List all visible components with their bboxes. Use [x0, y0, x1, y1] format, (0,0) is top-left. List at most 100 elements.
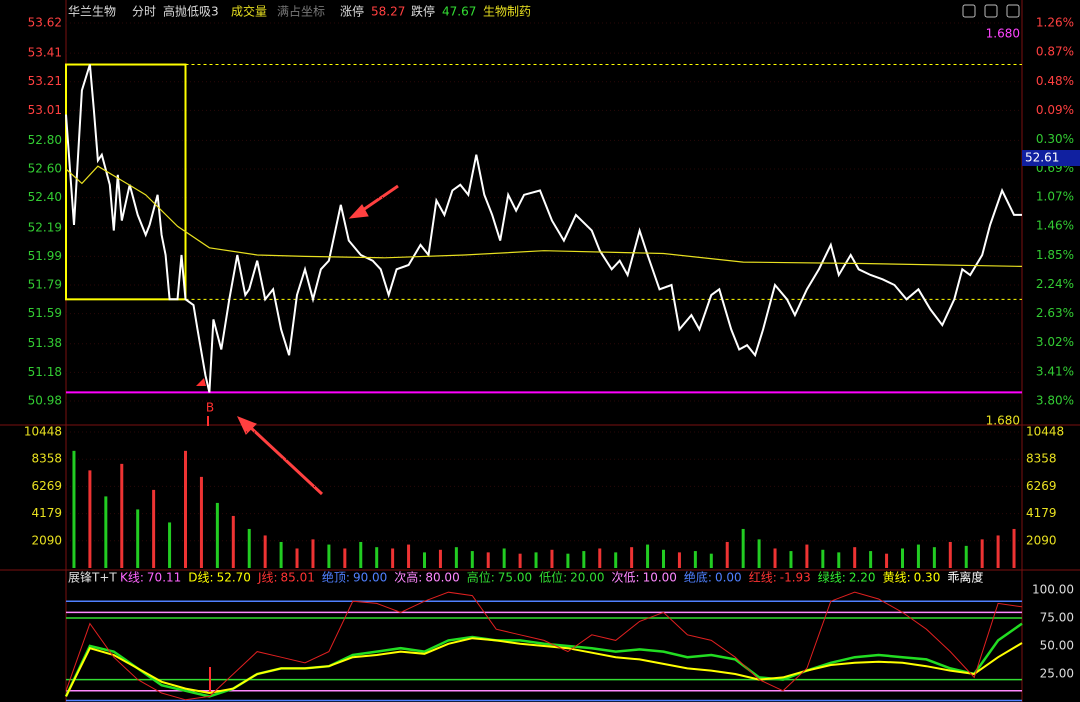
y-tick-label: 8358 [1026, 452, 1057, 466]
ratio: 1.680 [986, 27, 1020, 41]
line [65, 64, 1022, 393]
price-tag-bg [1022, 150, 1080, 166]
volume-bar [72, 450, 76, 568]
volume-bar [932, 547, 936, 568]
legend-value: 80.00 [425, 571, 459, 585]
y-tick-label: 51.18 [28, 365, 62, 379]
y-tick-label: 50.98 [28, 394, 62, 408]
volume-bar [231, 515, 235, 568]
arrows [237, 184, 399, 496]
y2-tick-label: 3.80% [1036, 394, 1074, 408]
legend-name: K线: [120, 571, 144, 585]
y-tick-label: 6269 [1026, 479, 1057, 493]
line [65, 637, 1023, 697]
line [65, 591, 1023, 701]
volume-bar [757, 539, 761, 568]
volume-bar [295, 548, 299, 568]
sector: 生物制药 [483, 5, 531, 19]
volume-bar [470, 551, 474, 568]
volume-bar [327, 544, 331, 568]
y-tick-label: 100.00 [1032, 583, 1074, 597]
legend-value: 10.00 [643, 571, 677, 585]
indicator-name: 高抛低吸3 [163, 4, 219, 19]
y2-tick-label: 3.41% [1036, 364, 1074, 378]
coords-label[interactable]: 满占坐标 [277, 4, 325, 19]
y-tick-label: 10448 [24, 425, 62, 439]
arrow [359, 184, 399, 214]
legend-name: 绝底: [684, 570, 712, 585]
volume-bar [582, 551, 586, 568]
legend: K线: 70.11 D线: 52.70 J线: 85.01 绝顶: 90.00 次高: 80.00… [120, 570, 983, 585]
legend-value: 75.00 [498, 571, 532, 585]
limit-down: 47.67 [442, 5, 476, 19]
box [65, 63, 187, 301]
y-tick-label: 6269 [31, 479, 62, 493]
volume-bar [901, 548, 904, 568]
y-tick-label: 2090 [31, 533, 62, 547]
volume-bar [375, 547, 379, 568]
y-tick-label: 52.80 [28, 133, 62, 147]
window-buttons [962, 4, 1020, 18]
volume-bar [534, 552, 538, 568]
volume-bar [614, 552, 618, 568]
y2-tick-label: 1.46% [1036, 219, 1074, 233]
ratio: 1.680 [986, 414, 1020, 428]
y-tick-label: 53.01 [28, 103, 62, 117]
y-tick-label: 52.60 [28, 162, 62, 176]
y2-tick-label: 0.09% [1036, 103, 1074, 117]
legend-name: 绿线: [818, 570, 846, 585]
volume-bar [279, 541, 283, 568]
legend-value: 85.01 [281, 571, 315, 585]
volume-bar [948, 541, 952, 568]
volume-bar [88, 470, 92, 568]
volume-bar [423, 552, 426, 568]
volume-bar [550, 549, 554, 568]
arrow [248, 425, 324, 496]
legend-value: 2.20 [849, 571, 876, 585]
signal: B [206, 401, 214, 415]
y2-tick-label: 2.24% [1036, 277, 1074, 291]
volume-bar [136, 509, 140, 568]
signal-marker [196, 378, 206, 386]
y-tick-label: 53.41 [28, 46, 62, 60]
y-tick-label: 75.00 [1040, 611, 1074, 625]
volume-bar [773, 548, 777, 568]
legend-name: 次低: [612, 571, 640, 585]
y2-tick-label: 0.87% [1036, 45, 1074, 59]
volume-bar [215, 502, 219, 568]
legend-name: 红线: [749, 570, 777, 585]
y-tick-label: 51.99 [28, 249, 62, 263]
y-tick-label: 53.62 [28, 16, 62, 30]
volume-bar [677, 552, 681, 568]
limit-up-label: 涨停 [340, 4, 364, 19]
y2-tick-label: 1.26% [1036, 16, 1074, 30]
volume-bar [725, 541, 729, 568]
volume-bar [980, 539, 984, 568]
y2-tick-label: 0.48% [1036, 74, 1074, 88]
legend-value: 90.00 [353, 571, 387, 585]
y-tick-label: 25.00 [1040, 667, 1074, 681]
limit-up: 58.27 [371, 5, 405, 19]
volume-bar [789, 551, 793, 568]
mode: 分时 [132, 5, 156, 19]
y-tick-label: 50.00 [1040, 639, 1074, 653]
y-tick-label: 51.59 [28, 306, 62, 320]
y-tick-label: 10448 [1026, 425, 1064, 439]
volume-bar [693, 551, 697, 568]
button[interactable] [1006, 4, 1020, 18]
y2-tick-label: 0.30% [1036, 132, 1074, 146]
volume-bar [104, 496, 108, 568]
volume-bar [247, 528, 251, 568]
volume-bar [853, 547, 857, 568]
button[interactable] [962, 4, 976, 18]
legend-name: 低位: [539, 570, 567, 585]
volume-bar [263, 535, 267, 568]
legend-name: 次高: [394, 570, 422, 585]
button[interactable] [984, 4, 998, 18]
stock-name: 华兰生物 [68, 5, 116, 19]
volume-bar [805, 544, 809, 568]
y2-tick-label: 2.63% [1036, 306, 1074, 320]
volume-bar [837, 552, 841, 568]
volume-label[interactable]: 成交量 [231, 4, 267, 19]
